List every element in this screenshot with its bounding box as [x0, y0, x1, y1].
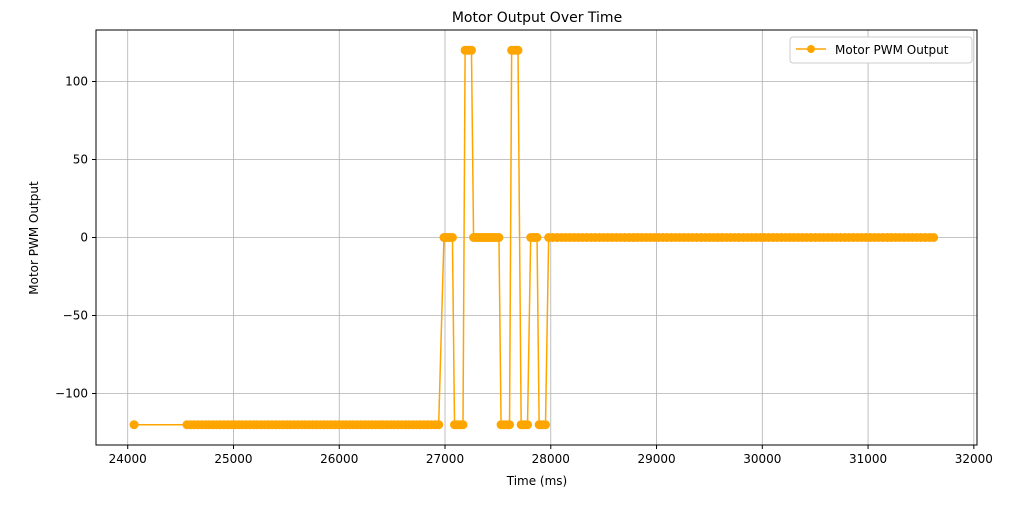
x-tick-label: 30000	[743, 452, 781, 466]
x-tick-label: 25000	[214, 452, 252, 466]
legend-box	[789, 36, 973, 64]
y-axis-label: Motor PWM Output	[27, 181, 41, 295]
data-point	[532, 233, 542, 242]
legend-label: Motor PWM Output	[835, 43, 949, 57]
data-point	[458, 420, 468, 430]
y-tick-label: −50	[63, 309, 88, 323]
x-tick-label: 26000	[320, 452, 358, 466]
data-point	[513, 45, 523, 55]
data-point	[494, 233, 504, 242]
y-tick-label: 50	[73, 152, 88, 166]
chart-title: Motor Output Over Time	[452, 10, 622, 26]
y-tick-label: 0	[80, 231, 88, 245]
x-tick-label: 29000	[637, 452, 675, 466]
data-point	[523, 420, 533, 430]
x-tick-label: 28000	[532, 452, 570, 466]
x-axis-label: Time (ms)	[506, 474, 568, 488]
y-tick-label: 100	[65, 74, 88, 88]
data-point	[466, 45, 476, 55]
data-point	[129, 420, 139, 430]
data-point	[505, 420, 515, 430]
ticks: 24000 25000 26000 27000 28000 29000 30000 31000…	[55, 74, 993, 466]
data-point	[929, 233, 939, 242]
legend-marker	[807, 45, 815, 53]
data-point	[434, 420, 444, 430]
x-tick-label: 32000	[955, 452, 993, 466]
data-point	[540, 420, 550, 430]
y-tick-label: −100	[55, 387, 88, 401]
x-tick-label: 24000	[109, 452, 147, 466]
series-layer	[129, 45, 939, 430]
x-tick-label: 27000	[426, 452, 464, 466]
data-point	[447, 233, 457, 242]
legend: Motor PWM Output	[789, 36, 973, 64]
x-tick-label: 31000	[849, 452, 887, 466]
